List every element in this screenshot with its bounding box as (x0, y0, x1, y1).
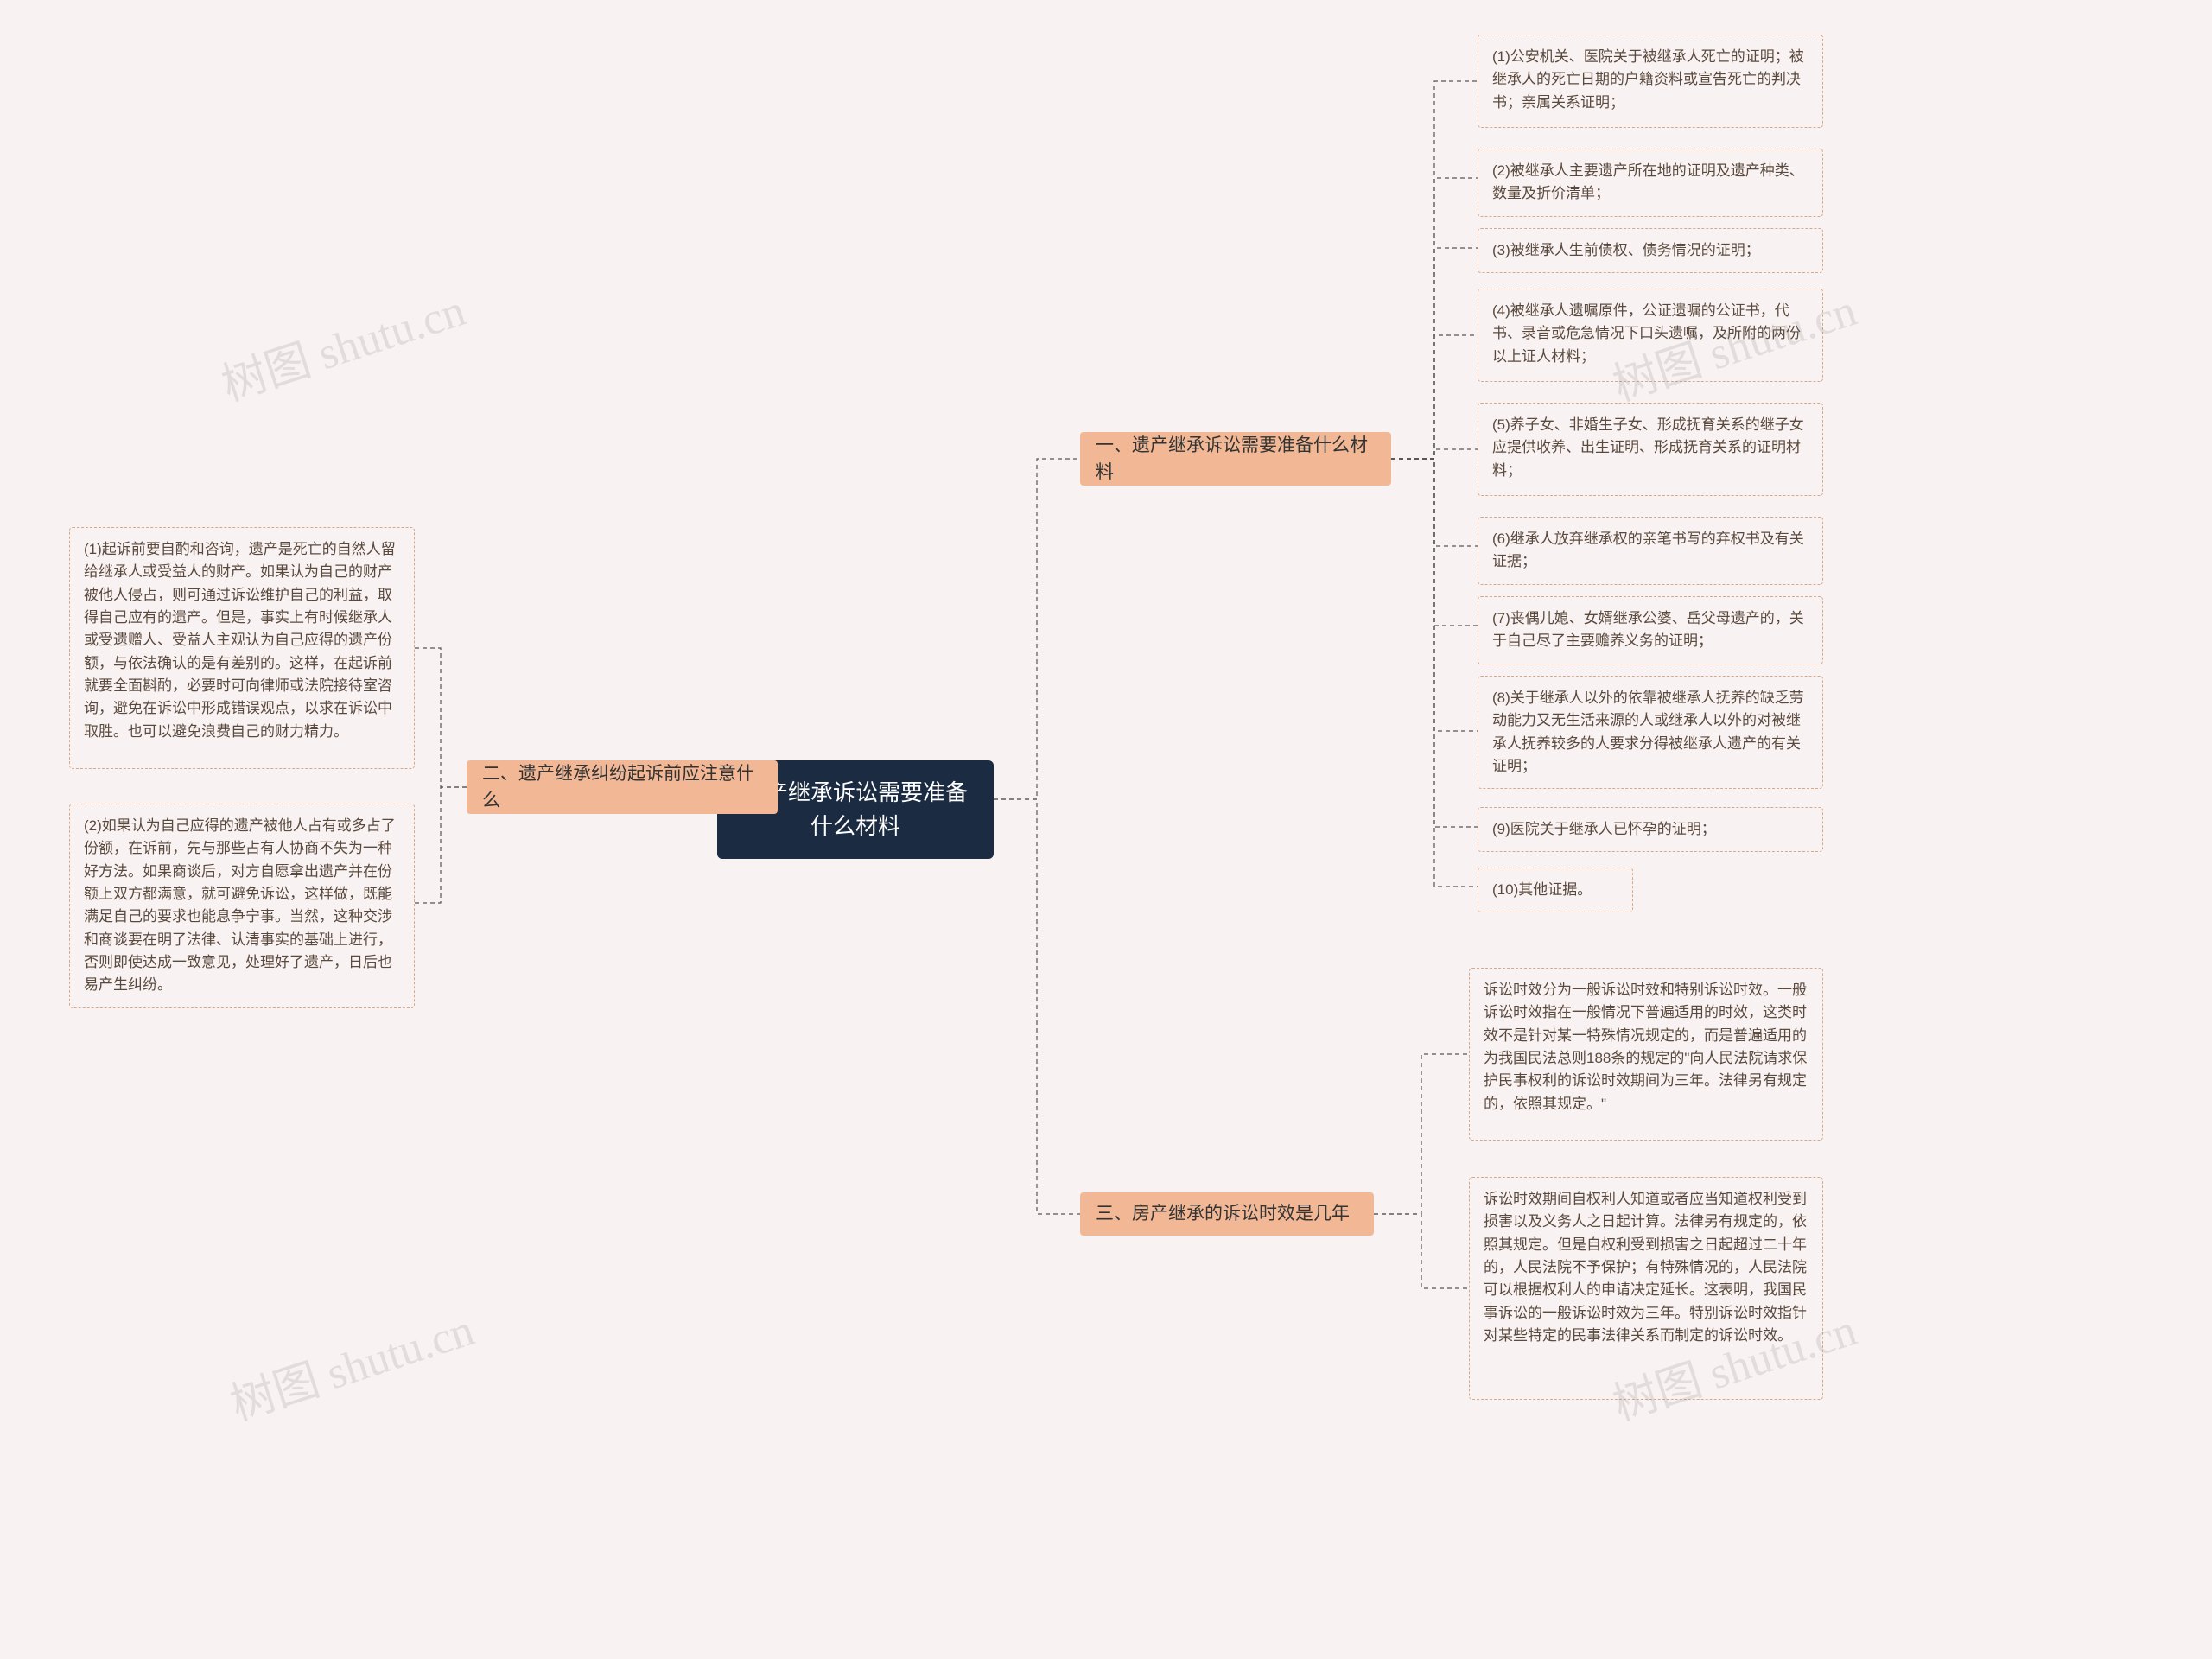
leaf-b2-0: (1)起诉前要自酌和咨询，遗产是死亡的自然人留给继承人或受益人的财产。如果认为自… (69, 527, 415, 769)
leaf-b1-1: (2)被继承人主要遗产所在地的证明及遗产种类、数量及折价清单； (1478, 149, 1823, 217)
watermark-2: 树图 shutu.cn (221, 1294, 481, 1433)
leaf-b3-0: 诉讼时效分为一般诉讼时效和特别诉讼时效。一般诉讼时效指在一般情况下普遍适用的时效… (1469, 968, 1823, 1141)
leaf-b3-1: 诉讼时效期间自权利人知道或者应当知道权利受到损害以及义务人之日起计算。法律另有规… (1469, 1177, 1823, 1400)
leaf-b1-9: (10)其他证据。 (1478, 868, 1633, 912)
leaf-b1-8: (9)医院关于继承人已怀孕的证明； (1478, 807, 1823, 852)
branch-b3: 三、房产继承的诉讼时效是几年 (1080, 1192, 1374, 1236)
leaf-b1-0: (1)公安机关、医院关于被继承人死亡的证明；被继承人的死亡日期的户籍资料或宣告死… (1478, 35, 1823, 128)
leaf-b1-5: (6)继承人放弃继承权的亲笔书写的弃权书及有关证据； (1478, 517, 1823, 585)
leaf-b1-7: (8)关于继承人以外的依靠被继承人抚养的缺乏劳动能力又无生活来源的人或继承人以外… (1478, 676, 1823, 789)
branch-b1: 一、遗产继承诉讼需要准备什么材料 (1080, 432, 1391, 486)
leaf-b1-3: (4)被继承人遗嘱原件，公证遗嘱的公证书，代书、录音或危急情况下口头遗嘱，及所附… (1478, 289, 1823, 382)
leaf-b1-6: (7)丧偶儿媳、女婿继承公婆、岳父母遗产的，关于自己尽了主要赡养义务的证明； (1478, 596, 1823, 664)
leaf-b2-1: (2)如果认为自己应得的遗产被他人占有或多占了份额，在诉前，先与那些占有人协商不… (69, 804, 415, 1008)
watermark-0: 树图 shutu.cn (213, 274, 473, 413)
leaf-b1-4: (5)养子女、非婚生子女、形成抚育关系的继子女应提供收养、出生证明、形成抚育关系… (1478, 403, 1823, 496)
leaf-b1-2: (3)被继承人生前债权、债务情况的证明； (1478, 228, 1823, 273)
branch-b2: 二、遗产继承纠纷起诉前应注意什么 (467, 760, 778, 814)
